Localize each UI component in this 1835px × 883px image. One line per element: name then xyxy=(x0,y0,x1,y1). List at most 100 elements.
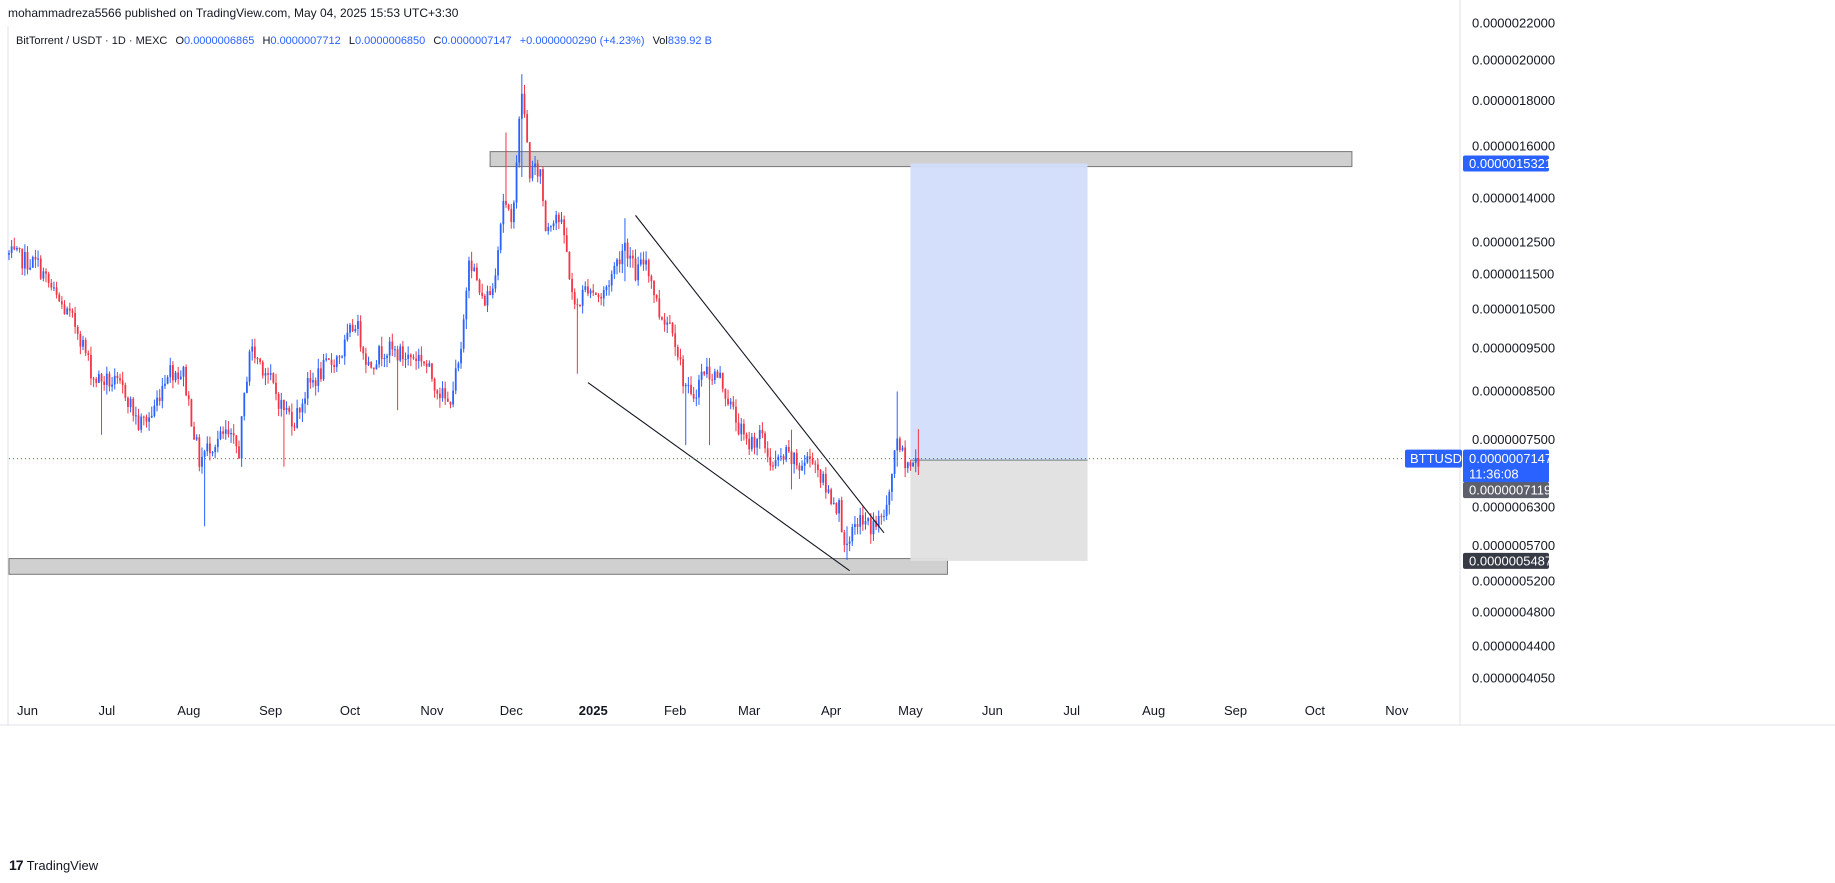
candle-2025-02-12 xyxy=(703,370,706,377)
candle-2024-08-05 xyxy=(198,434,201,472)
legend-low-value: 0.0000006850 xyxy=(354,35,426,47)
candle-2024-06-09 xyxy=(47,271,50,288)
candle-body xyxy=(629,255,632,259)
candle-2025-02-24 xyxy=(735,399,737,432)
candle-body xyxy=(298,408,301,413)
candle-body xyxy=(113,375,116,385)
candle-2024-10-24 xyxy=(409,353,412,367)
candle-body xyxy=(856,524,859,527)
candle-2024-08-31 xyxy=(267,367,269,384)
candle-body xyxy=(557,214,560,223)
candle-body xyxy=(719,372,722,378)
candle-body xyxy=(724,388,727,399)
candle-body xyxy=(597,295,600,297)
candle-2024-11-19 xyxy=(478,278,481,296)
candle-2024-08-25 xyxy=(251,339,254,361)
candle-2024-10-05 xyxy=(359,315,362,352)
candle-2024-10-13 xyxy=(380,336,383,367)
candle-2024-11-25 xyxy=(494,268,497,293)
candle-body xyxy=(338,356,341,358)
price-tick-label: 0.0000007500 xyxy=(1472,432,1555,447)
time-axis[interactable]: Jun Jul Aug Sep Oct Nov Dec 2025 Feb Mar Apr May Jun… xyxy=(17,703,1409,718)
tradingview-logo[interactable]: 17 TradingView xyxy=(9,857,98,873)
supply-demand-zones[interactable] xyxy=(8,151,1353,575)
candle-2025-04-02 xyxy=(832,497,835,505)
candle-body xyxy=(547,226,550,232)
candle-2025-01-02 xyxy=(594,292,597,296)
candle-body xyxy=(142,416,145,418)
candle-body xyxy=(134,415,137,417)
candle-body xyxy=(758,430,761,440)
candle-2024-12-18 xyxy=(555,210,558,231)
position-target-area[interactable] xyxy=(910,163,1088,461)
candle-2024-09-16 xyxy=(309,370,312,389)
candle-2024-10-07 xyxy=(364,347,367,374)
candle-body xyxy=(602,290,605,299)
candle-body xyxy=(322,359,325,380)
candle-body xyxy=(457,363,460,369)
candle-2024-12-13 xyxy=(542,166,544,207)
candle-body xyxy=(224,429,227,434)
price-tick-label: 0.0000022000 xyxy=(1472,16,1555,31)
candle-2024-06-02 xyxy=(29,259,32,271)
candle-body xyxy=(364,353,367,365)
time-tick-label: Sep xyxy=(1224,703,1247,718)
candle-2025-01-22 xyxy=(647,258,650,283)
candle-2024-11-15 xyxy=(468,256,470,299)
candle-body xyxy=(716,371,719,378)
candle-2024-07-25 xyxy=(169,357,172,383)
candle-2025-03-31 xyxy=(827,485,830,494)
candle-body xyxy=(787,447,790,452)
candle-body xyxy=(317,368,320,386)
position-stop-area[interactable] xyxy=(910,460,1088,561)
candle-body xyxy=(481,292,484,296)
candle-body xyxy=(732,401,735,407)
candle-body xyxy=(465,290,468,320)
candle-2024-06-08 xyxy=(45,268,47,283)
legend-symbol[interactable]: BitTorrent / USDT · 1D · MEXC xyxy=(16,35,168,47)
candle-2025-01-15 xyxy=(629,247,632,268)
price-tick-label: 0.0000016000 xyxy=(1472,139,1555,154)
candle-body xyxy=(513,202,515,222)
candle-body xyxy=(594,292,597,296)
candle-2024-07-15 xyxy=(142,415,145,426)
entry-price-tag-text: 0.0000007119 xyxy=(1469,483,1551,498)
candle-body xyxy=(359,321,362,348)
candle-body xyxy=(290,411,293,427)
candle-2024-11-16 xyxy=(470,251,473,279)
candle-body xyxy=(201,456,203,467)
candle-body xyxy=(737,422,740,435)
candle-2024-12-24 xyxy=(571,272,573,300)
candle-body xyxy=(444,388,447,399)
candle-body xyxy=(335,356,338,368)
candle-2024-07-19 xyxy=(153,399,156,418)
candle-body xyxy=(817,464,819,471)
candle-2024-05-26 xyxy=(10,239,13,259)
long-position-tool[interactable] xyxy=(910,163,1088,561)
candle-body xyxy=(692,393,695,399)
candle-body xyxy=(917,458,920,467)
candle-body xyxy=(605,286,608,291)
candle-2024-10-18 xyxy=(394,345,396,358)
publisher-line: mohammadreza5566 published on TradingVie… xyxy=(8,6,459,20)
time-tick-label: 2025 xyxy=(579,703,608,718)
candle-body xyxy=(401,346,404,360)
trendlines[interactable] xyxy=(587,215,885,572)
candle-body xyxy=(243,392,246,417)
price-axis[interactable]: 0.0000022000 0.0000020000 0.0000018000 0.00… xyxy=(1472,16,1555,686)
candle-2024-10-19 xyxy=(396,345,399,411)
candle-2025-03-26 xyxy=(814,460,817,474)
candle-body xyxy=(79,333,82,347)
candle-2025-04-17 xyxy=(872,512,875,541)
candle-2024-07-10 xyxy=(129,396,132,413)
trendline-0[interactable] xyxy=(635,215,885,534)
trendline-1[interactable] xyxy=(587,382,850,572)
candle-2024-10-01 xyxy=(349,322,351,338)
candle-body xyxy=(785,447,788,460)
zone-rect-1[interactable] xyxy=(8,558,948,575)
candle-2024-08-26 xyxy=(253,338,256,364)
candle-body xyxy=(372,367,375,370)
candle-body xyxy=(740,423,743,435)
candle-body xyxy=(396,349,399,361)
